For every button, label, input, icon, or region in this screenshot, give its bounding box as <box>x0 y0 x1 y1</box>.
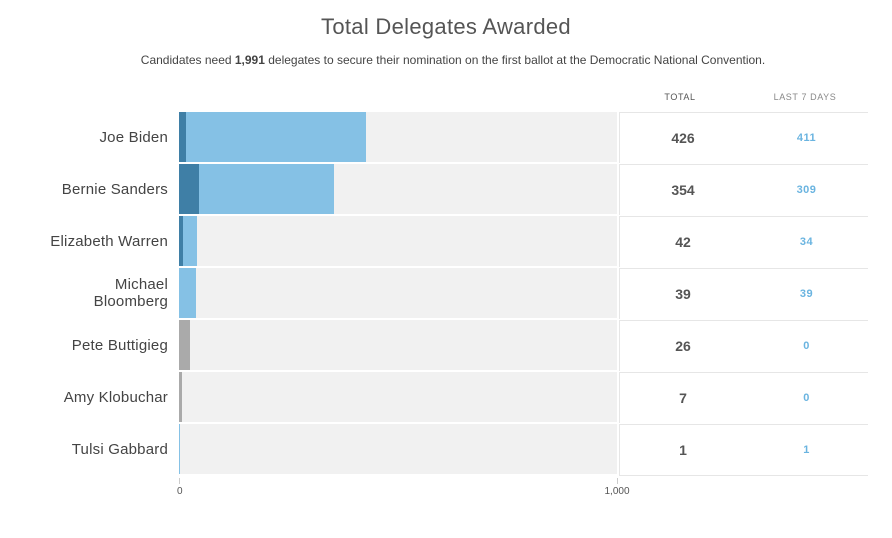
delegate-row: Bernie Sanders 354 309 <box>0 164 892 216</box>
x-tick-mark <box>179 478 180 484</box>
candidate-name: Elizabeth Warren <box>50 232 168 250</box>
total-delegates-bar[interactable] <box>179 112 366 162</box>
total-column-header: TOTAL <box>664 92 696 102</box>
x-tick-label: 0 <box>177 486 183 497</box>
bar-track <box>179 216 617 266</box>
prior-delegates-bar[interactable] <box>179 372 183 422</box>
bar-track <box>179 268 617 318</box>
delegate-row: Elizabeth Warren 42 34 <box>0 216 892 268</box>
last-7-days-value: 0 <box>745 372 868 423</box>
candidate-name: Pete Buttigieg <box>71 336 168 354</box>
candidate-name: Amy Klobuchar <box>63 388 168 406</box>
total-delegates-value: 1 <box>619 424 746 476</box>
total-delegates-value: 354 <box>619 164 746 215</box>
x-tick-mark <box>617 478 618 484</box>
candidate-name: Michael Bloomberg <box>93 276 168 310</box>
prior-delegates-bar[interactable] <box>179 320 191 370</box>
candidate-name: Bernie Sanders <box>61 180 168 198</box>
delegate-row: Joe Biden 426 411 <box>0 112 892 164</box>
last-7-days-value: 411 <box>745 112 868 163</box>
subtitle-pre: Candidates need <box>140 53 235 67</box>
total-delegates-bar[interactable] <box>179 164 335 214</box>
candidate-name: Joe Biden <box>99 128 168 146</box>
prior-delegates-bar[interactable] <box>179 164 199 214</box>
last-7-days-value: 1 <box>745 424 868 476</box>
chart-subtitle: Candidates need 1,991 delegates to secur… <box>0 53 892 67</box>
last-7-days-value: 34 <box>745 216 868 267</box>
last-7-days-value: 309 <box>745 164 868 215</box>
prior-delegates-bar[interactable] <box>179 112 186 162</box>
delegate-row: Michael Bloomberg 39 39 <box>0 268 892 320</box>
x-tick-label: 1,000 <box>604 486 630 497</box>
subtitle-threshold: 1,991 <box>234 53 265 67</box>
last-7-days-column-header: LAST 7 DAYS <box>773 92 837 102</box>
total-delegates-value: 39 <box>619 268 746 319</box>
delegate-row: Tulsi Gabbard 1 1 <box>0 424 892 476</box>
chart-title: Total Delegates Awarded <box>321 14 571 39</box>
last-7-days-value: 39 <box>745 268 868 319</box>
bar-track <box>179 164 617 214</box>
prior-delegates-bar[interactable] <box>179 216 183 266</box>
candidate-name: Tulsi Gabbard <box>71 440 168 458</box>
total-delegates-value: 42 <box>619 216 746 267</box>
bar-track <box>179 424 617 474</box>
delegate-row: Pete Buttigieg 26 0 <box>0 320 892 372</box>
total-delegates-value: 7 <box>619 372 746 423</box>
total-delegates-bar[interactable] <box>179 216 198 266</box>
total-delegates-bar[interactable] <box>179 268 197 318</box>
total-delegates-value: 426 <box>619 112 746 163</box>
subtitle-post: delegates to secure their nomination on … <box>264 53 766 67</box>
total-delegates-value: 26 <box>619 320 746 371</box>
delegate-row: Amy Klobuchar 7 0 <box>0 372 892 424</box>
bar-track <box>179 112 617 162</box>
last-7-days-value: 0 <box>745 320 868 371</box>
bar-track <box>179 372 617 422</box>
bar-track <box>179 320 617 370</box>
